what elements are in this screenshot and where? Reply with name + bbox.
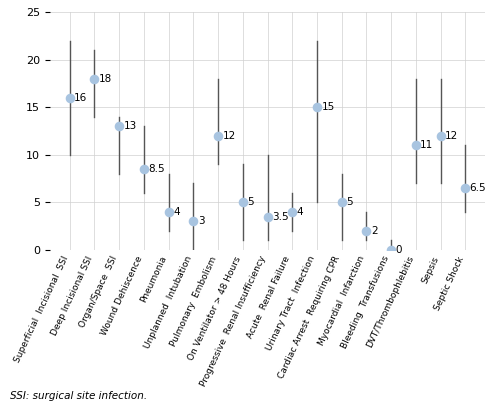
Text: 6.5: 6.5 — [470, 183, 486, 193]
Point — [190, 218, 198, 224]
Point — [90, 75, 98, 82]
Text: 2: 2 — [371, 226, 378, 236]
Text: 4: 4 — [173, 207, 180, 217]
Text: 5: 5 — [247, 197, 254, 207]
Text: 4: 4 — [296, 207, 304, 217]
Point — [214, 133, 222, 139]
Text: 3.5: 3.5 — [272, 212, 288, 222]
Point — [66, 94, 74, 101]
Text: 18: 18 — [99, 74, 112, 84]
Point — [115, 123, 123, 129]
Point — [140, 166, 148, 172]
Point — [313, 104, 321, 110]
Text: 12: 12 — [222, 131, 236, 141]
Point — [288, 209, 296, 215]
Text: 8.5: 8.5 — [148, 164, 165, 174]
Point — [412, 142, 420, 148]
Point — [362, 228, 370, 234]
Text: SSI: surgical site infection.: SSI: surgical site infection. — [10, 391, 147, 401]
Point — [338, 199, 345, 206]
Point — [387, 247, 395, 253]
Point — [264, 213, 272, 220]
Point — [164, 209, 172, 215]
Text: 11: 11 — [420, 140, 434, 150]
Point — [461, 185, 469, 191]
Point — [436, 133, 444, 139]
Point — [239, 199, 247, 206]
Text: 3: 3 — [198, 216, 204, 226]
Text: 5: 5 — [346, 197, 352, 207]
Text: 15: 15 — [322, 102, 334, 112]
Text: 13: 13 — [124, 121, 137, 131]
Text: 16: 16 — [74, 93, 88, 103]
Text: 12: 12 — [445, 131, 458, 141]
Text: 0: 0 — [396, 245, 402, 255]
